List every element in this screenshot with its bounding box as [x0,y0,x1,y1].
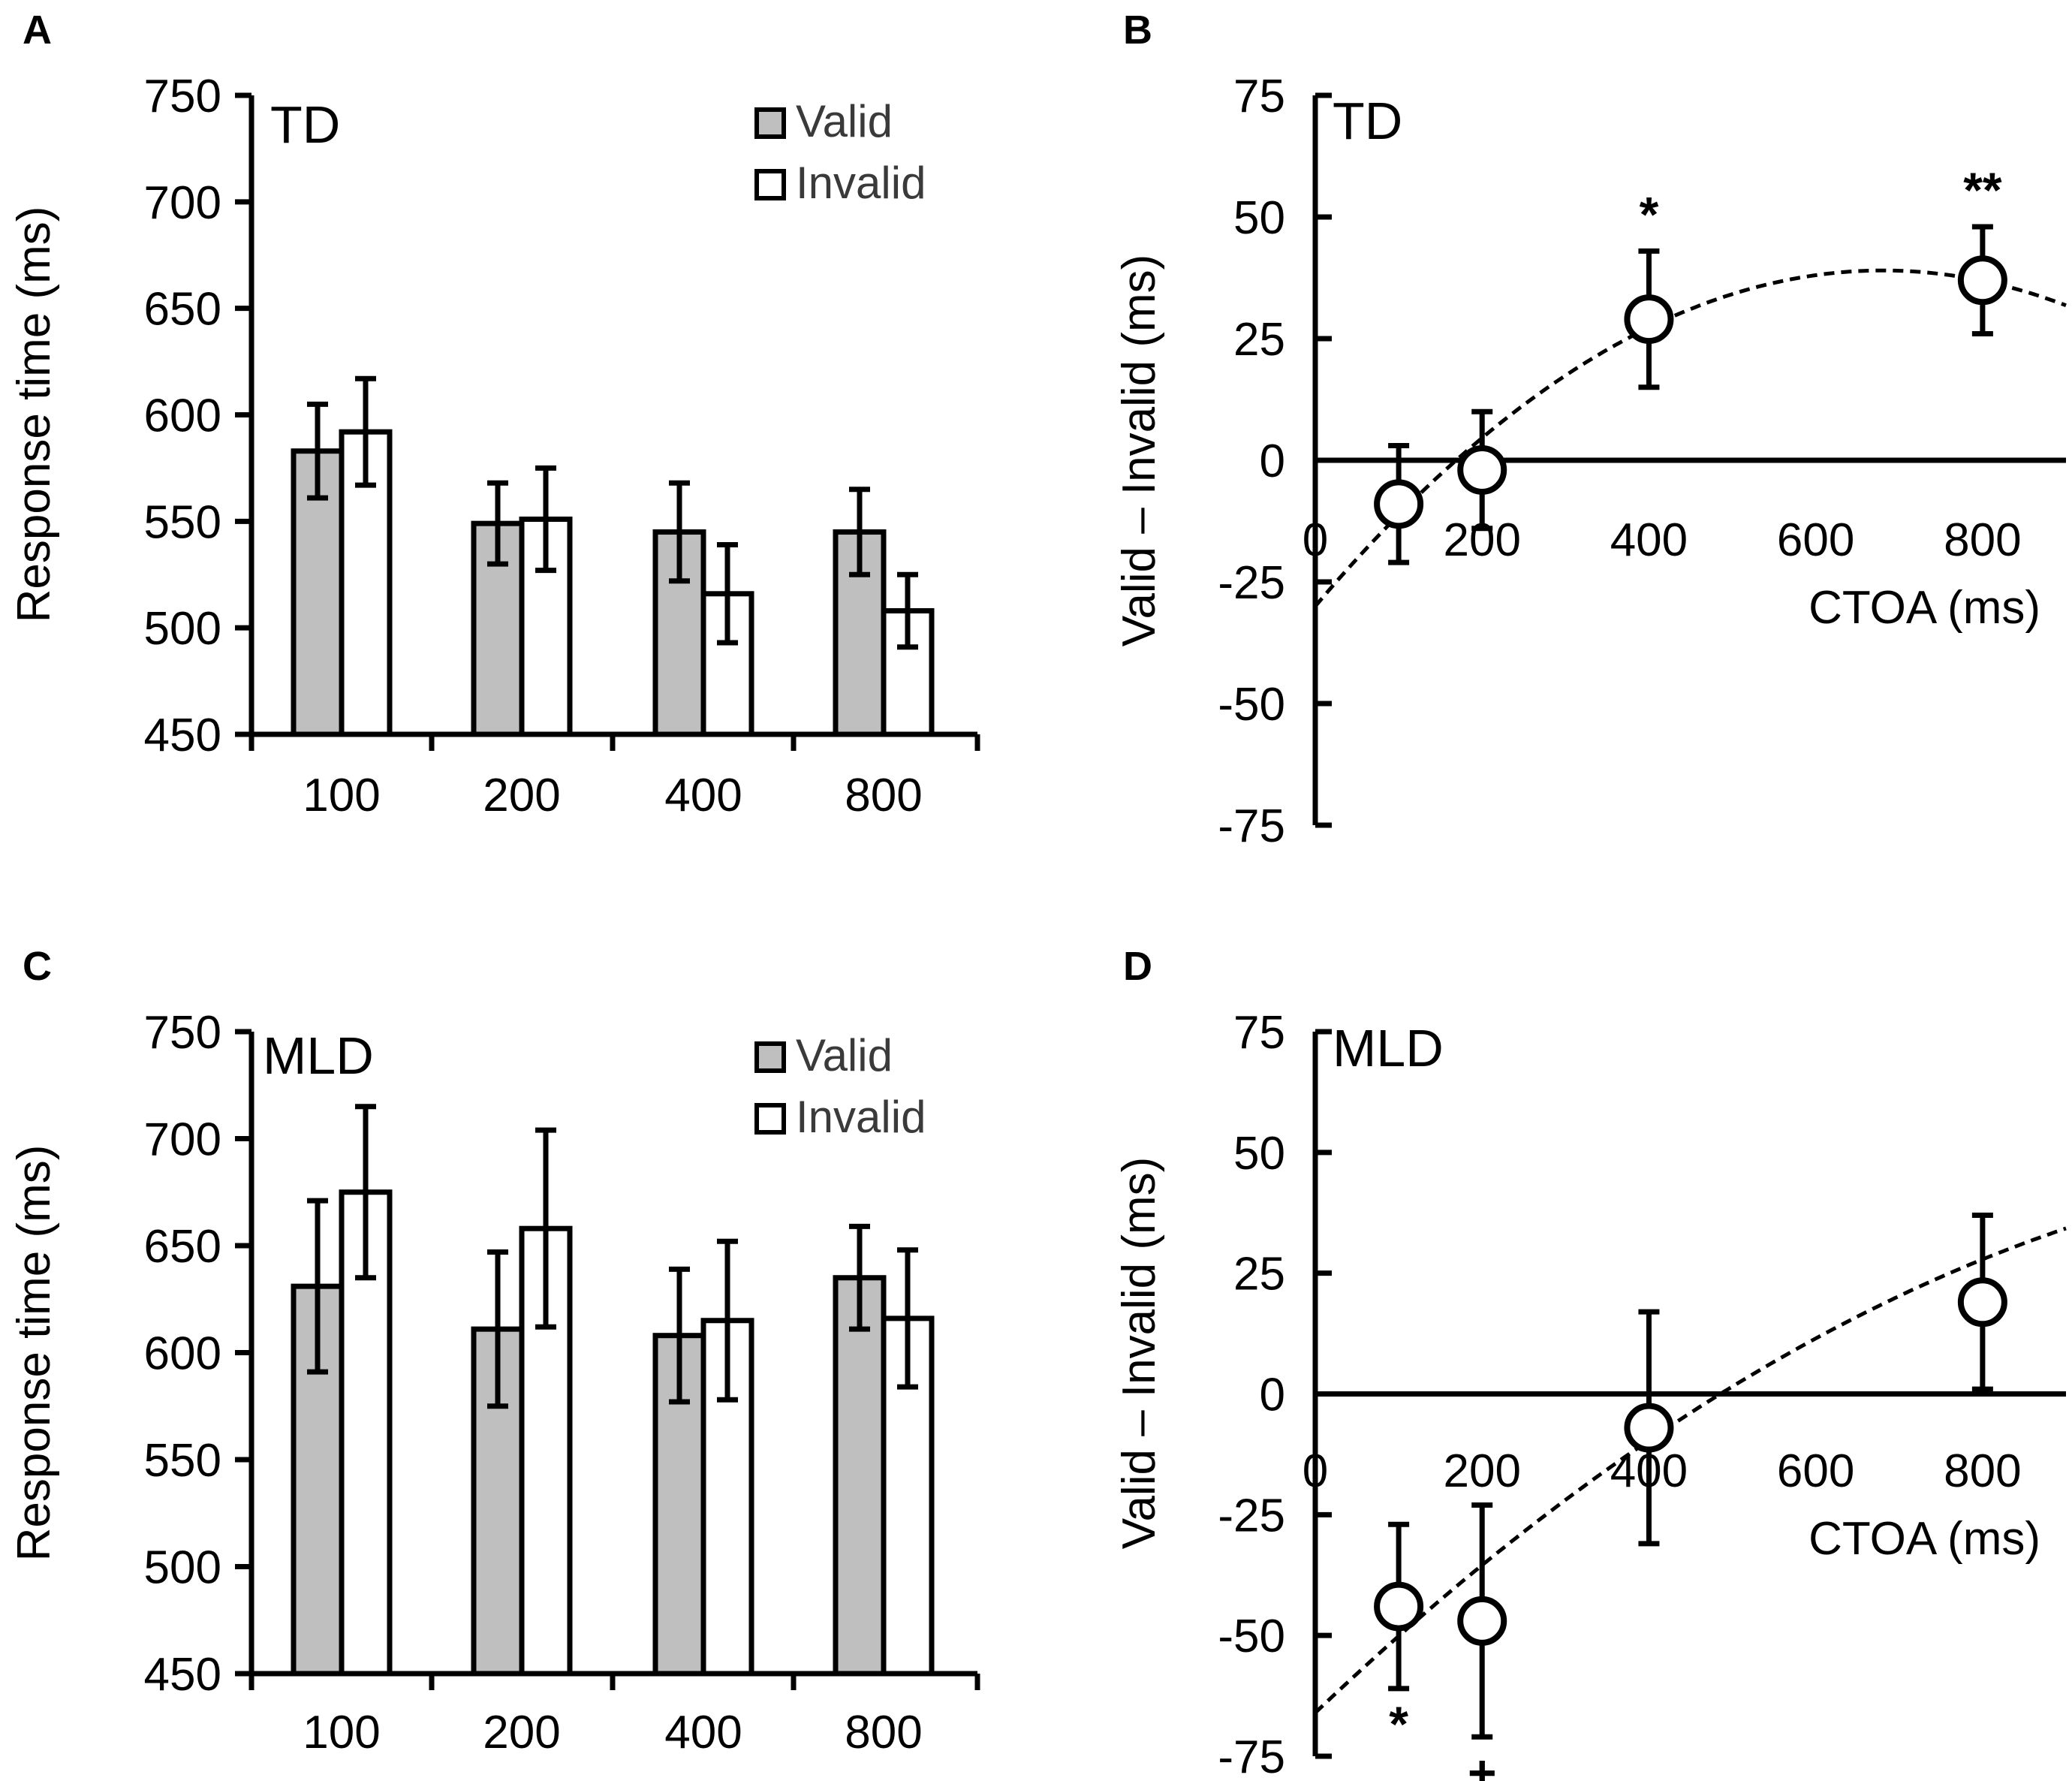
x-tick-label: 0 [1303,514,1328,566]
x-tick-label: 600 [1777,514,1854,566]
panel-letter: D [1123,944,1152,989]
legend-swatch-valid [754,1041,786,1073]
x-tick-label: 600 [1777,1445,1854,1497]
x-tick-label: 800 [1944,1445,2021,1497]
panel-c: C 450 500 550 600 650 700 750 100 200 400 800 Respon… [8,944,980,1758]
y-tick-label: -25 [1218,1490,1285,1541]
y-tick-label: 75 [1233,71,1285,122]
data-point [1624,1403,1674,1453]
fit-curve [1314,1226,2067,1714]
group-label: MLD [263,1026,374,1085]
y-axis-label: Response time (ms) [8,206,60,623]
x-axis-label: CTOA (ms) [1808,582,2040,634]
y-tick-label: 550 [144,496,221,548]
x-tick-label: 200 [483,770,560,821]
data-point [1957,255,2007,306]
y-tick-label: 700 [144,177,221,229]
y-tick-label: 750 [144,71,221,122]
group-label: TD [270,95,340,154]
y-tick-label: 450 [144,1649,221,1701]
y-tick-label: 50 [1233,192,1285,244]
panel-letter: A [23,8,52,53]
x-tick-label: 800 [845,770,922,821]
data-point [1457,444,1507,495]
y-tick-label: -25 [1218,557,1285,609]
legend-swatch-valid [754,107,786,139]
significance-mark: * [1389,1696,1408,1752]
y-tick-label: 500 [144,603,221,655]
legend-label-invalid: Invalid [796,1092,926,1142]
y-tick-label: -75 [1218,1731,1285,1781]
legend-label-invalid: Invalid [796,158,926,208]
y-axis-label: Response time (ms) [8,1145,60,1562]
significance-mark: * [1640,186,1659,242]
legend-swatch-invalid [754,1103,786,1135]
data-point [1624,294,1674,345]
x-tick-label: 800 [845,1707,922,1758]
x-tick-label: 800 [1944,514,2021,566]
y-axis-label: Valid – Invalid (ms) [1113,255,1165,647]
y-tick-label: 600 [144,1328,221,1380]
bar-valid-800 [833,1275,887,1677]
y-tick-label: 650 [144,1221,221,1273]
x-tick-label: 200 [1443,1445,1520,1497]
y-tick-label: 500 [144,1542,221,1594]
y-tick-label: 700 [144,1114,221,1166]
legend-label-valid: Valid [796,96,893,146]
data-point [1457,1596,1507,1646]
x-tick-label: 0 [1303,1445,1328,1497]
y-tick-label: 25 [1233,314,1285,366]
y-tick-label: 550 [144,1435,221,1487]
fit-curve [1314,268,2067,608]
y-tick-label: 450 [144,710,221,761]
panel-letter: C [23,944,52,989]
y-tick-label: 0 [1260,1370,1285,1421]
data-point [1374,479,1424,529]
y-axis-label: Valid – Invalid (ms) [1113,1157,1165,1550]
significance-mark: + [1468,1744,1497,1781]
y-tick-label: 600 [144,390,221,442]
y-tick-label: 75 [1233,1007,1285,1059]
data-point [1957,1277,2007,1327]
y-tick-label: -50 [1218,679,1285,731]
y-tick-label: -50 [1218,1611,1285,1662]
x-tick-label: 100 [303,1707,380,1758]
x-tick-label: 400 [664,1707,742,1758]
x-tick-label: 200 [483,1707,560,1758]
y-tick-label: 25 [1233,1249,1285,1300]
y-tick-label: 0 [1260,435,1285,487]
x-tick-label: 100 [303,770,380,821]
legend-label-valid: Valid [796,1030,893,1080]
x-tick-label: 400 [1610,514,1688,566]
legend-swatch-invalid [754,169,786,200]
y-tick-label: 750 [144,1007,221,1059]
y-tick-label: -75 [1218,800,1285,852]
panel-a: A 450 500 550 600 650 700 750 100 200 400 800 Respon… [8,8,980,821]
group-label: MLD [1333,1019,1444,1077]
panel-letter: B [1123,8,1152,53]
x-tick-label: 400 [664,770,742,821]
significance-mark: ** [1963,162,2002,218]
group-label: TD [1333,92,1402,150]
x-axis-label: CTOA (ms) [1808,1513,2040,1565]
data-point [1374,1581,1424,1632]
y-tick-label: 650 [144,284,221,336]
y-tick-label: 50 [1233,1128,1285,1180]
